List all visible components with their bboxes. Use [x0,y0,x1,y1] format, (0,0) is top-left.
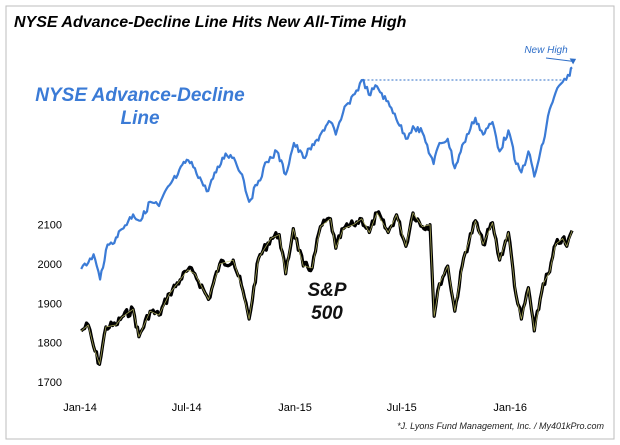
chart-title: NYSE Advance-Decline Line Hits New All-T… [14,14,407,31]
series-label-advance-decline: NYSE Advance-Decline Line [35,85,245,129]
series-line-advance-decline [80,66,573,281]
x-tick-label: Jan-15 [278,402,312,414]
y-tick-label: 2000 [38,259,62,271]
y-tick-label: 1900 [38,298,62,310]
annotation-arrow-shaft [545,57,574,62]
series-layer [80,66,574,366]
chart-source: *J. Lyons Fund Management, Inc. / My401k… [397,421,604,431]
annotation-arrow-head [569,58,577,65]
series-label-sp500: S&P 500 [307,280,346,324]
series-line-sp500-outline [80,210,574,366]
x-tick-label: Jul-15 [387,402,417,414]
series-label-sp500-line: S&P [307,280,346,301]
x-tick-label: Jul-14 [172,402,202,414]
y-tick-label: 1700 [38,377,62,389]
series-label-advance-decline-line: NYSE Advance-Decline [35,85,245,106]
chart-frame [5,5,615,440]
series-label-advance-decline-line: Line [120,108,159,129]
axis-layer: 1700 1800 1900 2000 2100 Jan-14 Jul-14 Jan-15 Ju… [38,220,527,414]
label-layer: NYSE Advance-Decline Line S&P 500 New High [35,45,577,324]
annotation-new-high: New High [524,45,568,56]
x-tick-label: Jan-14 [63,402,97,414]
x-tick-label: Jan-16 [493,402,527,414]
series-line-sp500-highlight [80,212,573,365]
y-tick-label: 2100 [38,220,62,232]
series-label-sp500-line: 500 [311,303,343,324]
y-tick-label: 1800 [38,338,62,350]
